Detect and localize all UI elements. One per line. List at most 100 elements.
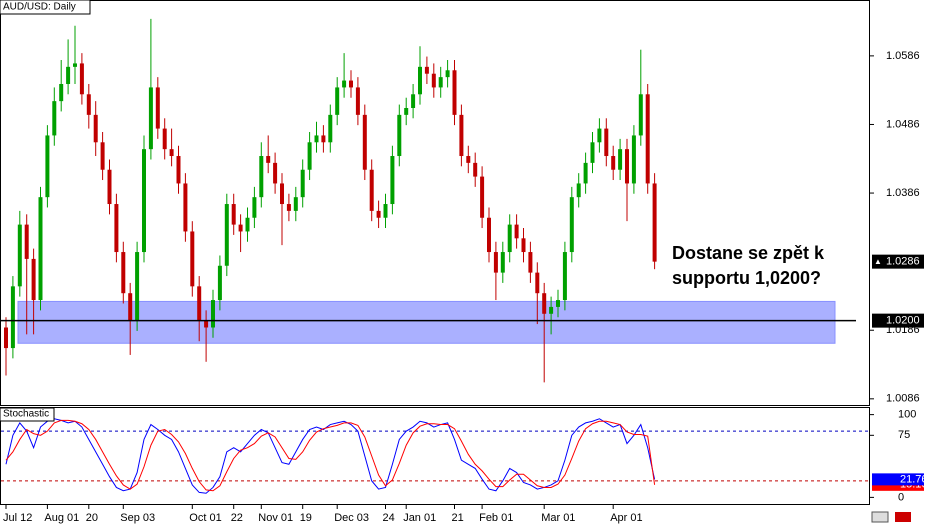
candle-body [445, 70, 450, 78]
candle-body [86, 94, 91, 115]
x-tick-label: Mar 01 [541, 512, 575, 524]
candle-body [266, 156, 271, 163]
candle-body [480, 176, 485, 218]
candle-body [404, 108, 409, 115]
candle-body [459, 114, 464, 157]
candle-body [17, 224, 22, 287]
candle-body [569, 197, 574, 253]
candle-body [100, 142, 105, 170]
candle-body [217, 265, 222, 301]
candle-body [556, 300, 560, 307]
candle-body [59, 83, 64, 102]
candle-body [24, 224, 29, 259]
value-marker-label: 21.76 [900, 473, 925, 485]
candle-body [197, 286, 202, 321]
x-tick-label: 20 [86, 512, 98, 524]
candle-body [362, 114, 367, 170]
candle-body [328, 114, 333, 143]
icon[interactable] [871, 511, 889, 523]
candle-body [431, 73, 436, 88]
candle-body [549, 306, 554, 314]
window-icons [871, 511, 911, 523]
candle-body [349, 80, 353, 88]
candle-body [514, 224, 519, 239]
title-box [0, 0, 91, 15]
candle-body [652, 183, 657, 262]
title-box [0, 407, 55, 422]
value-marker [872, 473, 924, 486]
annotation: supportu 1,0200? [672, 268, 821, 288]
price-marker [872, 254, 924, 269]
candle-body [625, 149, 629, 184]
icon[interactable] [895, 512, 911, 522]
candle-body [4, 327, 8, 349]
candle-body [590, 142, 595, 163]
candle-body [155, 87, 160, 129]
candle-body [576, 183, 581, 198]
x-tick-label: Jul 12 [3, 512, 32, 524]
candle-body [604, 128, 609, 157]
candle-body [466, 156, 471, 163]
candle-body [107, 169, 112, 205]
candle-body [79, 63, 84, 95]
candle-body [121, 252, 126, 294]
candle-body [452, 70, 457, 115]
candle-body [418, 66, 422, 95]
y-tick-label: 1.0086 [886, 393, 920, 405]
price-marker [872, 313, 924, 328]
x-tick-label: Feb 01 [479, 512, 513, 524]
candle-body [618, 149, 623, 170]
candle-body [342, 80, 347, 88]
candle-body [335, 87, 340, 115]
candle-body [183, 183, 188, 232]
candle-body [562, 252, 567, 301]
current-price-label: 1.0286 [886, 256, 920, 268]
candle-body [38, 197, 43, 301]
candle-body [438, 77, 443, 88]
candle-body [376, 210, 381, 218]
candle-body [204, 320, 209, 328]
x-tick-label: Dec 03 [334, 512, 369, 524]
candle-body [176, 156, 181, 184]
candle-body [321, 135, 326, 143]
candle-body [128, 293, 133, 321]
stochastic-line [5, 418, 656, 494]
x-tick-label: Apr 01 [610, 512, 642, 524]
chart-title: AUD/USD: Daily [3, 2, 76, 13]
candle-body [611, 156, 616, 170]
candle-body [224, 204, 229, 266]
x-tick-label: Oct 01 [189, 512, 221, 524]
support-label: 1.0200 [886, 315, 920, 327]
candle-body [273, 162, 278, 184]
candle-body [231, 204, 236, 225]
candle-body [638, 94, 643, 136]
marker-arrow: ▲ [874, 257, 882, 266]
candle-body [583, 162, 588, 184]
candle-body [245, 217, 250, 232]
x-tick-label: Sep 03 [120, 512, 155, 524]
x-tick-label: Jan 01 [403, 512, 436, 524]
y-tick-label: 1.0586 [886, 50, 920, 62]
candle-body [190, 231, 195, 287]
price-panel [0, 0, 870, 406]
candle-body [314, 135, 319, 143]
candle-body [383, 204, 388, 218]
candle-body [286, 204, 291, 211]
candle-body [293, 197, 298, 211]
candle-body [45, 135, 50, 198]
candle-body [162, 128, 167, 150]
y-tick-label: 1.0386 [886, 187, 920, 199]
candle-body [10, 286, 15, 349]
candle-body [424, 66, 429, 74]
panel-title: Stochastic [3, 409, 49, 420]
y-tick-label: 100 [898, 409, 916, 421]
candle-body [114, 204, 119, 253]
x-tick-label: Nov 01 [258, 512, 293, 524]
candle-body [169, 149, 174, 157]
y-tick-label: 75 [898, 429, 910, 441]
candle-body [390, 156, 395, 205]
y-tick-label: 0 [898, 491, 904, 503]
candle-body [66, 66, 71, 84]
candle-body [300, 169, 305, 198]
candle-body [52, 101, 57, 136]
